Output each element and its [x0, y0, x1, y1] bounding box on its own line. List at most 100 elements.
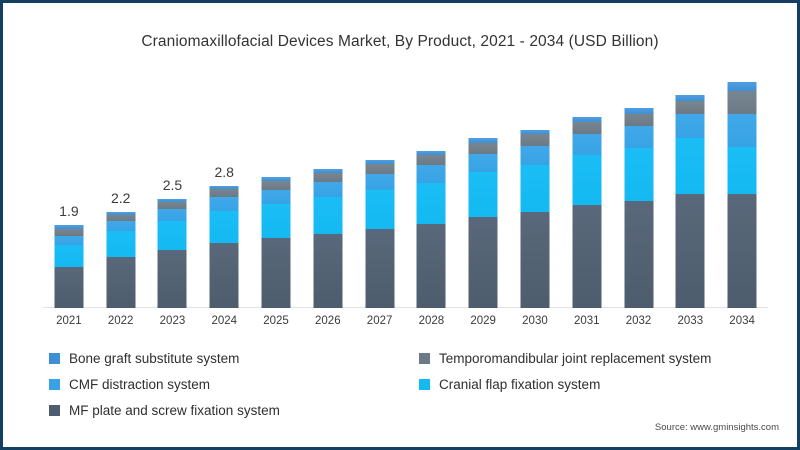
bar-column: 1.9 [43, 73, 95, 308]
x-axis-tick: 2025 [263, 315, 289, 327]
stacked-bar [468, 138, 498, 308]
bar-column [250, 73, 302, 308]
x-axis-labels: 2021 2022 2023 2024 2025 2026 2027 2028 2029 2030… [43, 315, 768, 335]
stacked-bar [520, 129, 550, 308]
bar-segment [365, 160, 395, 165]
bar-segment [624, 200, 654, 308]
bar-segment [675, 114, 705, 138]
bar-segment [365, 164, 395, 174]
bar-segment [675, 137, 705, 194]
bar-segment [313, 197, 343, 234]
stacked-bar [209, 186, 239, 308]
stacked-bar [675, 94, 705, 308]
bar-column [716, 73, 768, 308]
bar-column [613, 73, 665, 308]
bar-segment [572, 154, 602, 206]
axis-baseline [43, 307, 768, 308]
legend-swatch-icon [49, 405, 60, 416]
legend-item-label: CMF distraction system [69, 377, 211, 392]
bar-segment [416, 151, 446, 156]
legend-item[interactable]: Bone graft substitute system [49, 351, 239, 366]
bar-segment [157, 202, 187, 210]
stacked-bar [157, 199, 187, 308]
bar-segment [572, 121, 602, 134]
bar-segment [572, 133, 602, 155]
legend-item[interactable]: CMF distraction system [49, 377, 210, 392]
stacked-bar [624, 107, 654, 308]
bar-segment [624, 126, 654, 149]
bar-segment [209, 189, 239, 198]
bar-segment [313, 181, 343, 198]
legend-swatch-icon [419, 353, 430, 364]
stacked-bar [416, 151, 446, 308]
stacked-bar [54, 225, 84, 308]
bar-segment [468, 217, 498, 308]
x-axis-tick: 2032 [625, 315, 652, 327]
bar-segment [624, 148, 654, 201]
bar-segment [157, 209, 187, 222]
x-axis-tick: 2021 [56, 315, 82, 327]
x-axis-tick: 2027 [366, 315, 393, 327]
stacked-bar [261, 177, 291, 308]
legend-item-label: MF plate and screw fixation system [69, 403, 280, 418]
bar-segment [261, 204, 291, 239]
bar-column: 2.8 [198, 73, 250, 308]
x-axis-tick: 2026 [315, 315, 341, 327]
bar-segment [106, 214, 136, 221]
bar-column: 2.5 [147, 73, 199, 308]
bar-segment [727, 113, 757, 147]
bar-segment [209, 197, 239, 211]
bar-segment [520, 134, 550, 146]
bar-segment [157, 221, 187, 251]
bar-segment [727, 91, 757, 114]
x-axis-tick: 2031 [573, 315, 600, 327]
bar-segment [157, 199, 187, 203]
stacked-bar [727, 81, 757, 308]
bar-segment [209, 210, 239, 243]
legend-item[interactable]: MF plate and screw fixation system [49, 403, 280, 418]
x-axis-tick: 2034 [729, 315, 755, 327]
bar-value-label: 1.9 [59, 203, 79, 220]
bar-column [561, 73, 613, 308]
bar-segment [468, 172, 498, 218]
bar-segment [468, 153, 498, 173]
bar-segment [520, 129, 550, 135]
bar-segment [313, 233, 343, 308]
page-title: Craniomaxillofacial Devices Market, By P… [141, 33, 659, 50]
bar-segment [106, 212, 136, 215]
bar-column [302, 73, 354, 308]
legend-item[interactable]: Cranial flap fixation system [419, 377, 600, 392]
bar-segment [313, 168, 343, 174]
bar-segment [675, 94, 705, 101]
x-axis-tick: 2022 [107, 315, 134, 327]
x-axis-tick: 2024 [211, 315, 238, 327]
bar-segment [572, 116, 602, 122]
bar-value-label: 2.2 [110, 190, 131, 207]
bar-segment [261, 189, 291, 204]
bar-column [509, 73, 561, 308]
bar-segment [261, 177, 291, 182]
bar-segment [727, 193, 757, 308]
stacked-bar [313, 168, 343, 308]
bar-segment [54, 245, 84, 267]
legend-item[interactable]: Temporomandibular joint replacement syst… [419, 351, 711, 366]
stacked-bar [572, 116, 602, 308]
bar-segment [624, 107, 654, 114]
legend-swatch-icon [419, 379, 430, 390]
bar-segment [157, 250, 187, 308]
stacked-bar [365, 160, 395, 308]
bar-segment [727, 81, 757, 92]
stacked-bar [106, 212, 136, 308]
bar-value-label: 2.5 [162, 177, 183, 194]
bar-column [664, 73, 716, 308]
bar-segment [624, 113, 654, 127]
bar-segment [468, 142, 498, 154]
bar-segment [572, 205, 602, 308]
x-axis-tick: 2023 [159, 315, 186, 327]
bar-segment [468, 138, 498, 143]
bar-column: 2.2 [95, 73, 147, 308]
bar-column [457, 73, 509, 308]
x-axis-tick: 2030 [522, 315, 548, 327]
bar-segment [54, 266, 84, 308]
